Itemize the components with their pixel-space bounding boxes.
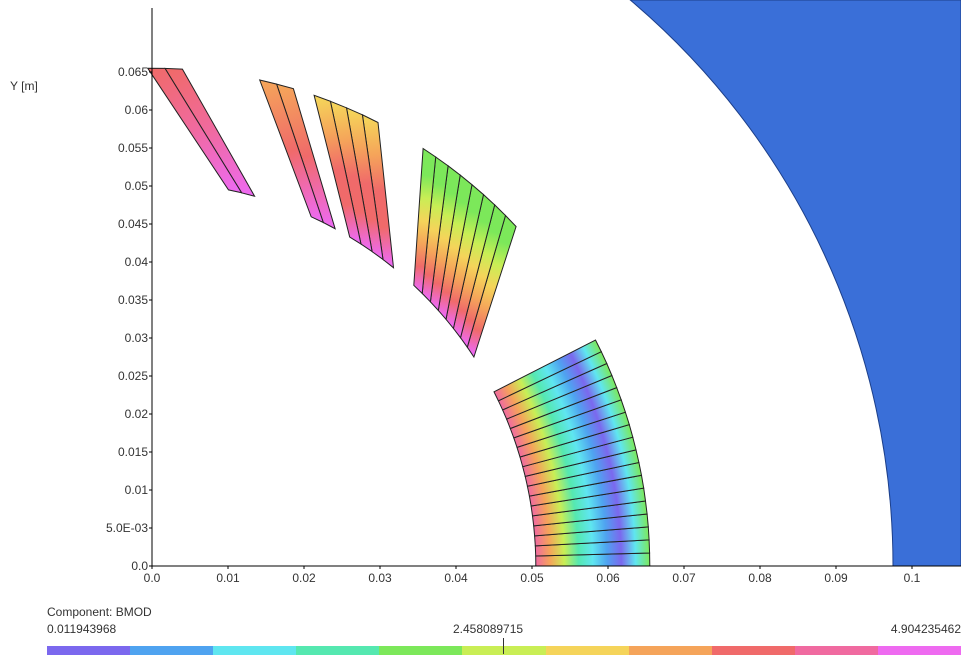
- colorbar-segment: [296, 646, 380, 655]
- colorbar-segment: [47, 646, 131, 655]
- x-tick-label: 0.0: [144, 571, 161, 585]
- y-tick-label: 0.015: [118, 445, 148, 459]
- coil-turn: [493, 339, 602, 402]
- x-tick-label: 0.07: [672, 571, 696, 585]
- colorbar-segment: [379, 646, 463, 655]
- x-tick-label: 0.1: [904, 571, 921, 585]
- y-tick-label: 0.065: [118, 65, 148, 79]
- y-tick-label: 0.035: [118, 293, 148, 307]
- coil-turn: [146, 67, 243, 194]
- colorbar-segment: [877, 646, 961, 655]
- y-tick-label: 0.025: [118, 369, 148, 383]
- y-tick-label: 0.01: [125, 483, 149, 497]
- x-tick-label: 0.04: [444, 571, 468, 585]
- iron-yoke-layer: [629, 0, 961, 567]
- x-tick-label: 0.02: [292, 571, 316, 585]
- colorbar-segment: [711, 646, 795, 655]
- colorbar-min-value: 0.011943968: [47, 622, 117, 636]
- colorbar-mid-marker: [503, 638, 504, 654]
- coil-blocks: [146, 67, 651, 567]
- coil-block-3: [313, 94, 395, 269]
- coil-block-5: [146, 67, 256, 197]
- coil-turn: [313, 94, 362, 246]
- colorbar-segment: [794, 646, 878, 655]
- tick-labels: 0.0 5.0E-03 0.01 0.015 0.02 0.025 0.03 0.035 0.0…: [106, 65, 921, 585]
- x-tick-label: 0.01: [216, 571, 240, 585]
- x-tick-label: 0.05: [520, 571, 544, 585]
- coil-turn: [258, 79, 325, 224]
- colorbar-segment: [545, 646, 629, 655]
- x-tick-label: 0.03: [368, 571, 392, 585]
- coil-block-2: [413, 147, 517, 359]
- colorbar-segment: [213, 646, 297, 655]
- iron-yoke-region: [629, 0, 961, 567]
- coil-turn: [413, 147, 437, 295]
- axes: [151, 8, 961, 567]
- colorbar-max-value: 4.904235462: [890, 622, 961, 636]
- y-tick-label: 0.045: [118, 217, 148, 231]
- colorbar-segment: [130, 646, 214, 655]
- colorbar-segment: [628, 646, 712, 655]
- y-tick-label: 0.02: [125, 407, 149, 421]
- x-tick-label: 0.08: [748, 571, 772, 585]
- colorbar: [47, 646, 961, 655]
- coil-block-4: [258, 79, 336, 230]
- x-tick-label: 0.06: [596, 571, 620, 585]
- x-tick-label: 0.09: [824, 571, 848, 585]
- coil-block-1: [493, 339, 651, 567]
- y-tick-label: 0.055: [118, 141, 148, 155]
- colorbar-title: Component: BMOD: [47, 605, 152, 619]
- y-tick-label: 0.0: [131, 559, 148, 573]
- y-tick-label: 0.05: [125, 179, 149, 193]
- y-tick-label: 0.06: [125, 103, 149, 117]
- y-axis-title: Y [m]: [10, 79, 38, 93]
- colorbar-segment: [462, 646, 546, 655]
- colorbar-mid-value: 2.458089715: [453, 622, 524, 636]
- y-tick-label: 5.0E-03: [106, 521, 148, 535]
- y-tick-label: 0.03: [125, 331, 149, 345]
- y-tick-label: 0.04: [125, 255, 149, 269]
- coil-turn: [164, 67, 256, 197]
